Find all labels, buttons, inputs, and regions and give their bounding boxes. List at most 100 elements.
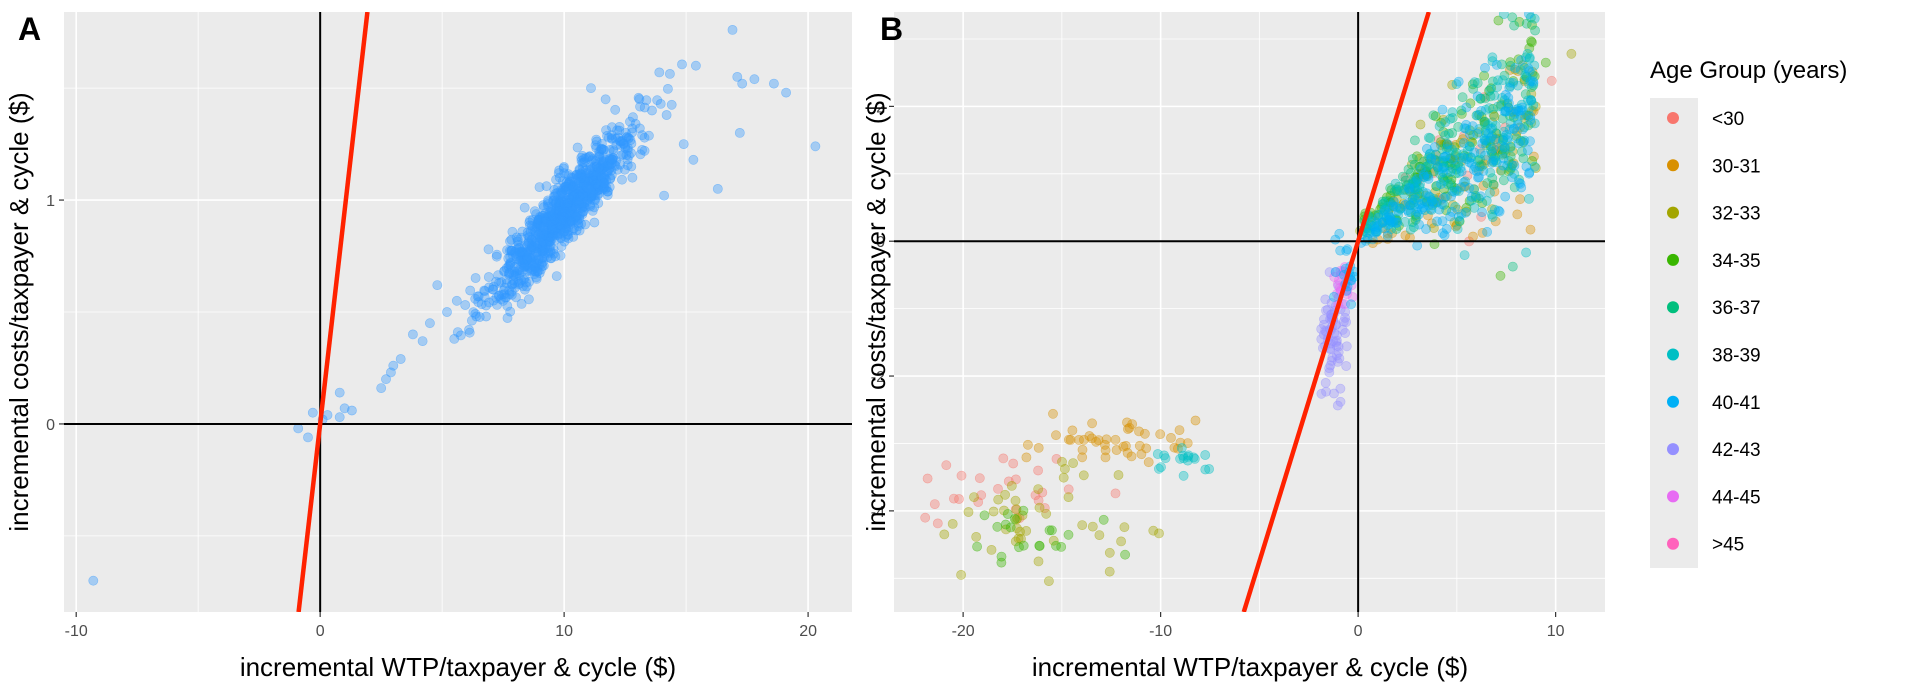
data-point-36-37	[1507, 12, 1518, 23]
data-point-34-35	[1063, 529, 1074, 540]
data-point-40-41	[1404, 182, 1414, 193]
data-point-38-39	[1160, 453, 1171, 464]
data-point	[339, 403, 350, 414]
data-point-30-31	[1525, 224, 1536, 235]
data-point-42-43	[1319, 319, 1329, 330]
data-point	[473, 291, 484, 302]
data-point-40-41	[1526, 95, 1536, 106]
data-point-34-35	[1098, 514, 1109, 525]
data-point	[546, 223, 557, 234]
y-axis-label: incremental costs/taxpayer & cycle ($)	[861, 92, 891, 531]
data-point-38-39	[1450, 201, 1461, 212]
data-point	[749, 74, 760, 85]
data-point-42-43	[1341, 341, 1352, 352]
data-point	[442, 307, 452, 317]
data-point-38-39	[1524, 193, 1534, 204]
legend: Age Group (years) <30 30-31 32-33 34-35 36-37…	[1650, 57, 1847, 568]
data-point-36-37	[1509, 20, 1519, 31]
data-point-32-33	[1013, 533, 1024, 544]
x-tick-label: 10	[1547, 623, 1565, 640]
data-point-30-31	[1190, 415, 1201, 426]
data-point	[504, 245, 515, 256]
data-point	[464, 324, 474, 335]
data-point	[522, 251, 533, 261]
data-point-40-41	[1412, 203, 1422, 214]
data-point	[556, 241, 567, 252]
data-point	[572, 142, 583, 153]
data-point	[303, 432, 313, 443]
data-point-40-41	[1499, 106, 1510, 117]
data-point	[530, 266, 541, 277]
data-point-30-31	[1110, 434, 1121, 445]
data-point-40-41	[1522, 145, 1533, 156]
data-point-38-39	[1459, 250, 1470, 260]
data-point-40-41	[1516, 55, 1526, 66]
data-point-40-41	[1432, 161, 1443, 172]
data-point-40-41	[1476, 106, 1486, 116]
data-point-38-39	[1485, 84, 1495, 95]
data-point	[538, 221, 549, 232]
data-point-38-39	[1440, 117, 1451, 128]
y-tick-label: 2	[876, 99, 885, 116]
legend-key	[1667, 537, 1679, 550]
data-point	[618, 149, 628, 160]
data-point-<30	[929, 499, 940, 509]
data-point	[376, 383, 387, 393]
data-point-38-39	[1443, 179, 1453, 190]
data-point	[483, 244, 494, 255]
data-point	[588, 170, 599, 180]
data-point-32-33	[988, 506, 999, 517]
data-point	[551, 174, 561, 185]
data-point-38-39	[1399, 189, 1409, 199]
legend-title: Age Group (years)	[1650, 57, 1847, 84]
data-point	[593, 163, 604, 174]
data-point-40-41	[1405, 200, 1416, 211]
y-tick-label: 0	[876, 234, 885, 251]
data-point-40-41	[1330, 234, 1341, 245]
data-point	[607, 122, 617, 133]
data-point-40-41	[1436, 179, 1446, 189]
data-point-<30	[954, 494, 964, 504]
data-point	[542, 252, 553, 262]
data-point-<30	[998, 453, 1009, 464]
data-point-34-35	[1018, 505, 1029, 516]
data-point-40-41	[1447, 206, 1457, 217]
data-point	[517, 266, 528, 277]
data-point	[622, 160, 633, 171]
data-point	[526, 221, 537, 231]
data-point-40-41	[1415, 164, 1426, 174]
data-point	[553, 182, 563, 193]
data-point	[519, 260, 530, 271]
data-point-38-39	[1200, 450, 1211, 460]
data-point-32-33	[1057, 456, 1067, 467]
data-point-40-41	[1524, 12, 1534, 19]
data-point-32-33	[1094, 530, 1105, 540]
x-tick-label: -20	[952, 623, 975, 640]
data-point-38-39	[1159, 450, 1169, 461]
data-point	[555, 250, 566, 261]
data-point-40-41	[1488, 143, 1498, 154]
data-point-<30	[941, 460, 952, 471]
data-point-32-33	[1021, 526, 1032, 536]
data-point-30-31	[1077, 452, 1088, 463]
data-point-38-39	[1521, 247, 1531, 258]
data-point-40-41	[1413, 209, 1424, 220]
data-point	[604, 153, 615, 164]
data-point	[586, 187, 597, 198]
data-point-36-37	[1410, 135, 1420, 146]
data-point-34-35	[996, 557, 1007, 568]
data-point	[663, 84, 673, 94]
data-point	[516, 298, 527, 309]
data-point-40-41	[1509, 160, 1520, 171]
data-point	[615, 159, 626, 170]
data-point	[507, 279, 517, 290]
data-point-42-43	[1340, 328, 1351, 338]
data-point	[737, 78, 748, 89]
data-point	[513, 234, 523, 245]
data-point-34-35	[1514, 16, 1525, 27]
data-point-30-31	[1141, 443, 1152, 454]
data-point-40-41	[1385, 215, 1396, 225]
data-point-40-41	[1373, 212, 1384, 223]
